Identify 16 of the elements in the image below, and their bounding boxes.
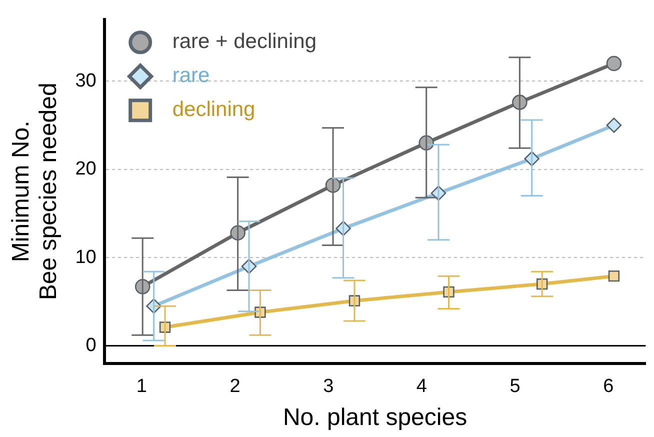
legend-label: declining [172,98,256,122]
legend-label: rare + declining [172,30,317,54]
y-tick-label: 20 [75,158,96,180]
x-axis-title: No. plant species [282,404,468,432]
y-tick-label: 0 [86,334,96,356]
x-tick-label: 6 [603,376,614,398]
y-tick-label: 30 [75,70,96,92]
y-axis-title: Minimum No. Bee species needed [7,82,62,300]
y-tick-label: 10 [75,246,96,268]
point [606,56,622,72]
x-tick-label: 5 [510,376,520,398]
x-tick-label: 1 [136,376,147,398]
x-tick-label: 2 [230,376,240,398]
x-tick-label: 4 [416,376,428,398]
legend-label: rare [172,64,210,88]
x-tick-label: 3 [323,376,334,398]
